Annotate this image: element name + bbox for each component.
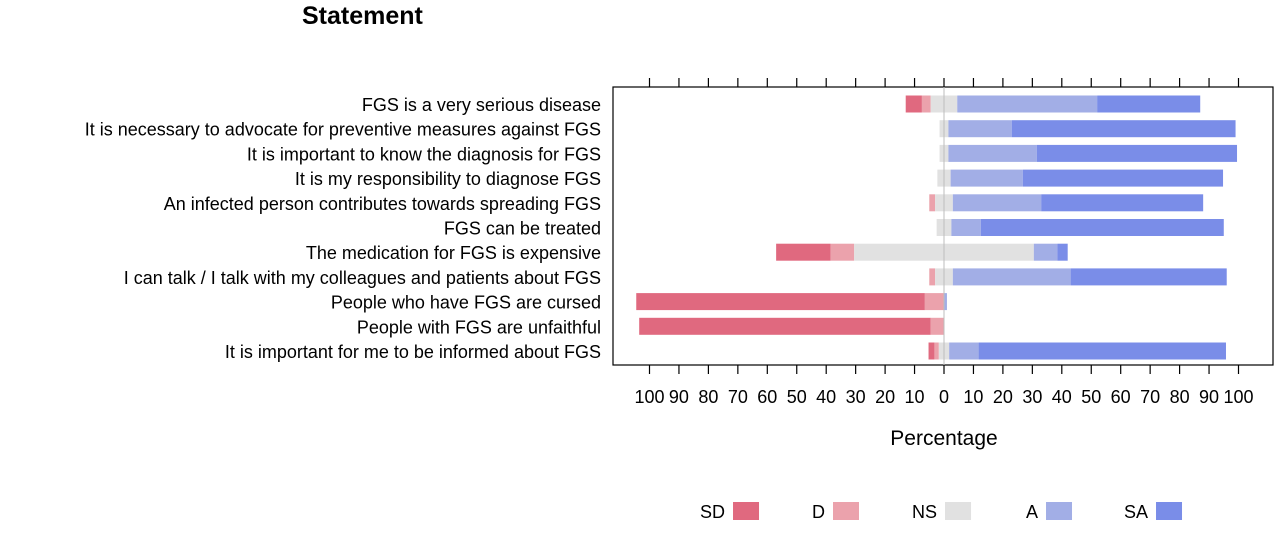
plot-frame <box>612 86 1274 366</box>
bar-d <box>930 317 944 335</box>
x-tick-label: 90 <box>669 387 689 407</box>
bar-a <box>1033 243 1058 261</box>
x-tick-label: 0 <box>939 387 949 407</box>
bar-a <box>957 95 1098 113</box>
x-tick-label: 80 <box>698 387 718 407</box>
bar-sa <box>978 342 1226 360</box>
category-label: FGS is a very serious disease <box>362 95 601 115</box>
x-tick-label: 40 <box>1052 387 1072 407</box>
x-tick-label: 80 <box>1170 387 1190 407</box>
category-label: FGS can be treated <box>444 219 601 239</box>
category-label: It is necessary to advocate for preventi… <box>85 120 601 140</box>
bar-sa <box>1041 194 1204 212</box>
x-tick-label: 50 <box>787 387 807 407</box>
x-tick-label: 30 <box>846 387 866 407</box>
category-label: An infected person contributes towards s… <box>164 194 601 214</box>
legend-swatch <box>733 502 760 520</box>
x-tick-label: 60 <box>1111 387 1131 407</box>
bar-a <box>948 120 1012 138</box>
category-label: People with FGS are unfaithful <box>357 317 601 337</box>
legend-label: A <box>1026 502 1038 522</box>
category-label: It is my responsibility to diagnose FGS <box>295 169 601 189</box>
bar-sa <box>980 219 1224 236</box>
bar-sa <box>1070 268 1227 286</box>
legend-label: D <box>812 502 825 522</box>
bar-a <box>951 219 981 236</box>
bar-sa <box>1057 243 1068 261</box>
bar-a <box>952 268 1071 286</box>
legend-swatch <box>833 502 859 520</box>
bar-d <box>929 268 936 286</box>
category-label: It is important to know the diagnosis fo… <box>247 144 601 164</box>
legend-label: NS <box>912 502 937 522</box>
legend-label: SA <box>1124 502 1148 522</box>
bar-sa <box>1022 169 1224 187</box>
x-tick-label: 90 <box>1199 387 1219 407</box>
bar-a <box>950 169 1023 187</box>
category-label: I can talk / I talk with my colleagues a… <box>124 268 601 288</box>
x-tick-label: 60 <box>757 387 777 407</box>
bar-a <box>944 293 947 311</box>
x-tick-label: 70 <box>728 387 748 407</box>
bar-sd <box>636 293 925 311</box>
category-label: It is important for me to be informed ab… <box>225 342 601 362</box>
bar-sd <box>639 317 931 335</box>
bar-d <box>830 243 855 261</box>
bar-sd <box>928 342 935 360</box>
bar-a <box>948 144 1037 162</box>
x-tick-label: 10 <box>905 387 925 407</box>
bar-sd <box>776 243 831 261</box>
legend-swatch <box>945 502 972 520</box>
category-label: The medication for FGS is expensive <box>306 243 601 263</box>
bar-d <box>924 293 944 311</box>
x-tick-label: 100 <box>634 387 664 407</box>
x-tick-label: 10 <box>963 387 983 407</box>
bar-d <box>934 342 939 360</box>
x-tick-label: 70 <box>1140 387 1160 407</box>
bar-a <box>949 342 979 360</box>
legend-label: SD <box>700 502 725 522</box>
x-tick-label: 40 <box>816 387 836 407</box>
x-tick-label: 20 <box>875 387 895 407</box>
bar-sd <box>905 95 922 113</box>
legend-swatch <box>1156 502 1183 520</box>
category-label: People who have FGS are cursed <box>331 293 601 313</box>
x-axis-label: Percentage <box>890 427 997 450</box>
bar-d <box>929 194 936 212</box>
x-tick-label: 50 <box>1081 387 1101 407</box>
x-tick-label: 20 <box>993 387 1013 407</box>
bar-d <box>921 95 931 113</box>
bar-sa <box>1097 95 1201 113</box>
bar-sa <box>1011 120 1236 138</box>
x-tick-label: 100 <box>1223 387 1253 407</box>
bar-a <box>952 194 1042 212</box>
chart-title: Statement <box>302 2 423 30</box>
bar-sa <box>1036 144 1238 162</box>
legend-swatch <box>1046 502 1073 520</box>
x-tick-label: 30 <box>1022 387 1042 407</box>
